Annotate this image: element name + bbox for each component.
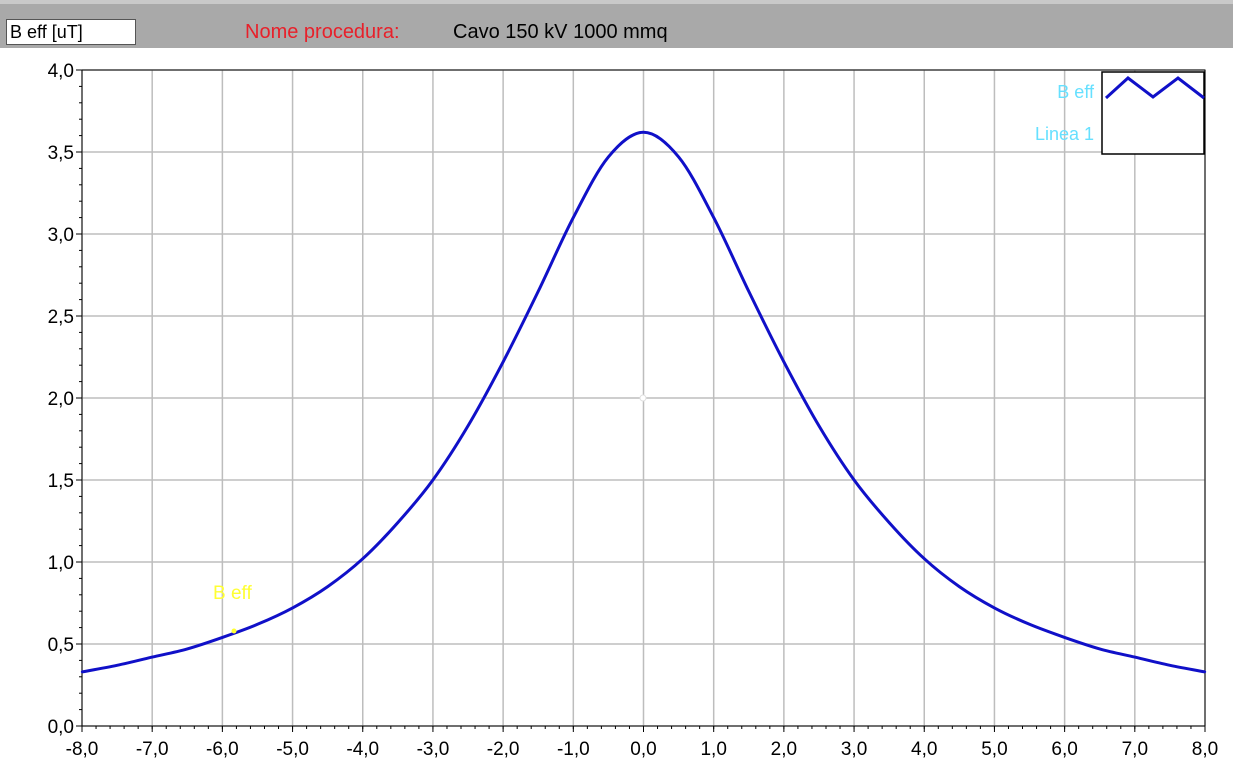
legend-entry-linea-1: Linea 1 bbox=[1035, 124, 1094, 144]
x-tick-label: -6,0 bbox=[206, 739, 239, 760]
data-point bbox=[677, 155, 680, 159]
x-tick-label: -2,0 bbox=[487, 739, 520, 760]
data-point bbox=[852, 478, 856, 482]
data-point bbox=[958, 585, 961, 588]
data-point bbox=[1028, 623, 1031, 626]
unit-field[interactable]: B eff [uT] bbox=[6, 19, 136, 45]
data-point bbox=[782, 360, 786, 364]
series-points bbox=[80, 131, 1207, 674]
data-point bbox=[256, 623, 259, 626]
data-point bbox=[396, 521, 400, 524]
x-tick-label: 2,0 bbox=[771, 739, 797, 760]
data-point bbox=[1203, 670, 1207, 674]
y-tick-label: 1,0 bbox=[48, 553, 74, 574]
procedure-name: Cavo 150 kV 1000 mmq bbox=[453, 21, 668, 43]
data-point bbox=[80, 670, 84, 674]
data-point bbox=[221, 636, 224, 639]
data-point bbox=[607, 155, 610, 159]
data-point bbox=[817, 424, 821, 428]
x-tick-label: 5,0 bbox=[981, 739, 1007, 760]
data-point bbox=[993, 606, 996, 610]
data-point bbox=[115, 664, 119, 667]
y-tick-label: 0,5 bbox=[48, 635, 74, 656]
minor-ticks bbox=[76, 69, 1206, 732]
cursor-label: B eff bbox=[213, 583, 252, 604]
data-point bbox=[712, 216, 715, 219]
x-tick-label: 4,0 bbox=[911, 739, 937, 760]
y-tick-label: 3,5 bbox=[48, 143, 74, 164]
x-tick-label: 7,0 bbox=[1122, 739, 1148, 760]
x-tick-label: 1,0 bbox=[700, 739, 726, 760]
data-point bbox=[361, 557, 364, 560]
data-point bbox=[186, 647, 189, 651]
legend-swatch-line bbox=[1104, 76, 1205, 100]
x-tick-label: -5,0 bbox=[276, 739, 309, 760]
x-tick-label: -7,0 bbox=[136, 739, 169, 760]
data-point bbox=[642, 131, 645, 134]
header-bar: B eff [uT] Nome procedura: Cavo 150 kV 1… bbox=[0, 0, 1233, 48]
y-tick-label: 2,0 bbox=[48, 389, 74, 410]
x-tick-label: -3,0 bbox=[417, 739, 450, 760]
data-point bbox=[1098, 647, 1101, 651]
data-point bbox=[1133, 655, 1137, 659]
x-tick-label: -8,0 bbox=[66, 739, 99, 760]
x-tick-label: 8,0 bbox=[1192, 739, 1218, 760]
legend-swatch-box bbox=[1101, 71, 1205, 155]
y-tick-label: 4,0 bbox=[48, 61, 74, 82]
data-point bbox=[887, 521, 891, 524]
data-point bbox=[572, 216, 575, 219]
cursor-marker[interactable] bbox=[231, 628, 237, 634]
y-tick-label: 2,5 bbox=[48, 307, 74, 328]
y-tick-label: 3,0 bbox=[48, 225, 74, 246]
procedure-label: Nome procedura: bbox=[245, 21, 400, 43]
data-point bbox=[501, 360, 505, 364]
legend: B eff Linea 1 bbox=[1035, 71, 1205, 155]
data-point bbox=[1063, 636, 1066, 639]
data-point bbox=[466, 424, 470, 428]
x-tick-label: 0,0 bbox=[630, 739, 656, 760]
x-tick-label: 3,0 bbox=[841, 739, 867, 760]
data-point bbox=[747, 290, 750, 293]
y-axis-labels: 0,0 0,5 1,0 1,5 2,0 2,5 3,0 3,5 4,0 bbox=[48, 61, 74, 738]
chart-plot: -8,0 -7,0 -6,0 -5,0 -4,0 -3,0 -2,0 -1,0 0,0 1,0 2,… bbox=[48, 61, 1219, 760]
data-point bbox=[537, 290, 540, 293]
data-point bbox=[150, 655, 154, 659]
x-tick-label: -1,0 bbox=[557, 739, 590, 760]
y-tick-label: 1,5 bbox=[48, 471, 74, 492]
y-tick-label: 0,0 bbox=[48, 717, 74, 738]
x-tick-label: 6,0 bbox=[1051, 739, 1077, 760]
legend-entry-b-eff: B eff bbox=[1057, 82, 1095, 102]
data-point bbox=[923, 557, 926, 560]
x-tick-label: -4,0 bbox=[346, 739, 379, 760]
data-point bbox=[326, 585, 329, 588]
x-axis-labels: -8,0 -7,0 -6,0 -5,0 -4,0 -3,0 -2,0 -1,0 0,0 1,0 2,… bbox=[66, 739, 1219, 760]
data-point bbox=[431, 478, 435, 482]
data-point bbox=[1168, 664, 1172, 667]
data-point bbox=[291, 606, 294, 610]
center-marker bbox=[639, 394, 647, 402]
